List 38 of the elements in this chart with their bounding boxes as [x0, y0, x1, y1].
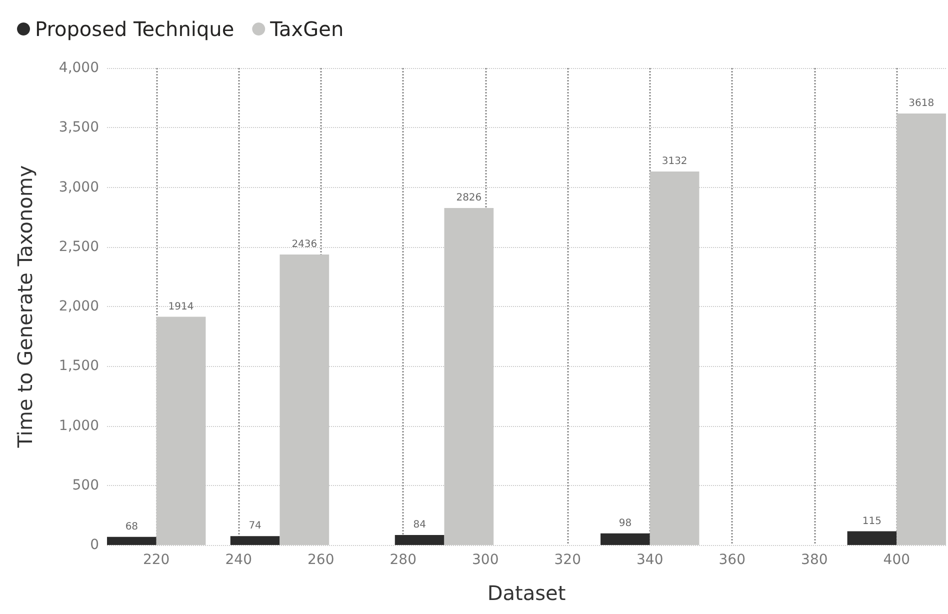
y-tick-label: 3,000: [58, 179, 99, 196]
data-label: 3132: [662, 156, 688, 168]
y-axis-title: Time to Generate Taxonomy: [13, 165, 37, 449]
x-tick-label: 300: [472, 552, 499, 568]
y-tick-label: 3,500: [58, 120, 99, 136]
data-label: 115: [862, 516, 882, 527]
y-tick-label: 1,500: [58, 358, 99, 374]
x-tick-label: 360: [718, 552, 746, 568]
data-label: 68: [125, 521, 138, 532]
bar: [107, 536, 156, 545]
y-tick-label: 500: [72, 477, 99, 494]
bar: [394, 534, 444, 545]
x-tick-label: 380: [801, 552, 828, 568]
bar: [847, 531, 897, 545]
x-tick-label: 220: [142, 552, 170, 568]
bar: [230, 536, 280, 545]
y-tick-label: 2,000: [58, 298, 99, 314]
x-tick-label: 260: [307, 552, 334, 568]
data-label: 84: [413, 519, 426, 530]
x-tick-label: 400: [883, 552, 910, 568]
x-tick-label: 240: [225, 552, 252, 568]
x-axis-title: Dataset: [487, 581, 566, 605]
y-tick-label: 1,000: [58, 418, 99, 434]
x-tick-label: 320: [554, 552, 581, 568]
bar: [600, 533, 650, 545]
legend-label: Proposed Technique: [35, 17, 234, 41]
data-label: 2436: [292, 239, 318, 250]
data-label: 1914: [168, 301, 194, 312]
legend-label: TaxGen: [269, 17, 344, 41]
y-tick-label: 4,000: [58, 60, 99, 76]
x-tick-label: 340: [636, 552, 664, 568]
data-label: 98: [618, 518, 632, 529]
y-tick-label: 0: [90, 537, 99, 553]
x-tick-label: 280: [390, 552, 416, 568]
data-label: 74: [248, 520, 262, 532]
data-label: 3618: [908, 98, 934, 110]
data-label: 2826: [456, 192, 482, 204]
y-tick-label: 2,500: [58, 238, 99, 255]
